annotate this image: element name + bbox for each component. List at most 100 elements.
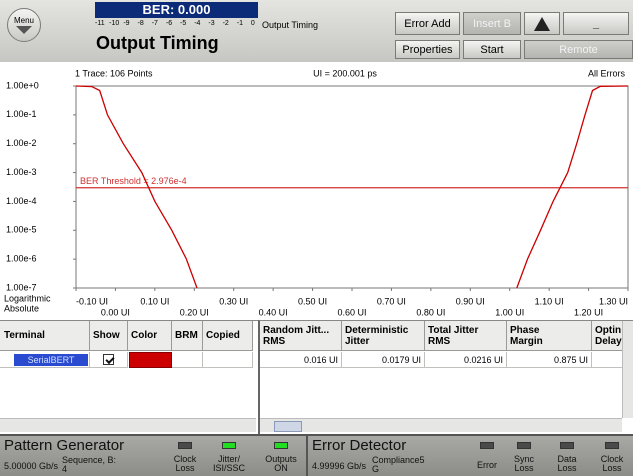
cell: 0.016 UI [260, 352, 342, 368]
ber-scale-label: -5 [180, 20, 187, 27]
ber-scale-label: -11 [95, 20, 105, 27]
chart-header: UI = 200.001 ps [313, 68, 377, 78]
scale-label: Absolute [4, 303, 39, 313]
cell: 0.0179 UI [342, 352, 425, 368]
h-scrollbar[interactable] [0, 418, 256, 432]
ber-scale: -11 -10 -9 -8 -7 -6 -5 -4 -3 -2 -1 0 [95, 20, 258, 30]
status-led-label: Clock Loss [588, 455, 633, 473]
label-line: Clock [600, 454, 624, 464]
column-header: Optin Delay [592, 321, 624, 351]
button[interactable]: Properties [395, 40, 460, 59]
button[interactable]: Start [463, 40, 521, 59]
status-pattern: 4 [62, 464, 68, 474]
x-tick-label: 0.30 UI [219, 296, 248, 306]
menu-arrow [16, 26, 32, 34]
color-swatch [129, 352, 172, 368]
check-mark [105, 354, 115, 365]
chart-header: All Errors [588, 68, 626, 78]
ber-scale-label: -10 [109, 20, 120, 27]
x-tick-label: 0.80 UI [416, 307, 445, 317]
x-tick-label: 1.10 UI [535, 296, 564, 306]
x-tick-label: 1.30 UI [599, 296, 628, 306]
threshold-label: BER Threshold = 2.976e-4 [80, 176, 187, 186]
cell [592, 352, 624, 368]
label-line: Loss [514, 463, 534, 473]
scroll-thumb[interactable] [274, 421, 302, 432]
terminal-table: Terminal Show Color BRM Copied SerialBERT [0, 320, 258, 436]
label-line: Outputs [265, 454, 297, 464]
button[interactable]: Error Add [395, 12, 460, 35]
status-led-label: Data Loss [543, 455, 591, 473]
status-pattern: Compliance5 [372, 455, 425, 465]
column-header: Terminal [0, 321, 90, 351]
y-tick-label: 1.00e-7 [6, 282, 37, 292]
column-header: Show [90, 321, 128, 351]
label-line: Loss [602, 463, 622, 473]
status-led [178, 442, 192, 449]
x-tick-label: 1.20 UI [574, 307, 603, 317]
ber-scale-label: -4 [194, 20, 201, 27]
status-led [274, 442, 288, 449]
y-tick-label: 1.00e-6 [6, 254, 37, 264]
show-checkbox[interactable] [103, 354, 115, 365]
status-rate: 5.00000 Gb/s [4, 461, 59, 471]
header-line: Delay [595, 335, 622, 347]
page-title: Output Timing [96, 33, 219, 53]
label-line: Data [557, 454, 577, 464]
label-line: Loss [175, 463, 195, 473]
button: Remote [524, 40, 633, 59]
x-tick-label: 0.20 UI [180, 307, 209, 317]
label-line: Sync [513, 454, 534, 464]
h-scrollbar[interactable] [260, 418, 622, 432]
column-header: Deterministic Jitter [342, 321, 425, 351]
ber-scale-label: -6 [165, 20, 173, 27]
x-tick-label: -0.10 UI [76, 296, 108, 306]
header-line: Total Jitter [428, 324, 479, 336]
status-bar: Pattern Generator 5.00000 Gb/s Sequence, B… [0, 434, 633, 476]
header-line: Margin [510, 335, 543, 347]
header-line: Deterministic [345, 324, 409, 336]
ber-scale-label: -9 [123, 20, 130, 27]
status-led [480, 442, 494, 449]
status-led [560, 442, 574, 449]
header-line: Jitter [345, 335, 370, 347]
menu-button[interactable]: Menu [7, 8, 41, 42]
header-line: RMS [428, 335, 451, 347]
scale-label: Logarithmic [4, 293, 51, 303]
ber-scale-label: -3 [208, 20, 215, 27]
header-line: RMS [263, 335, 286, 347]
cell: 0.875 UI [507, 352, 592, 368]
status-led-label: Clock Loss [161, 455, 209, 473]
label-line: Clock [173, 454, 197, 464]
cell: 0.0216 UI [425, 352, 507, 368]
status-rate: 4.99996 Gb/s [312, 461, 367, 471]
warning-icon [534, 16, 550, 31]
label-line: Jitter/ [217, 454, 240, 464]
status-led-label: Jitter/ISI/SSC [205, 455, 253, 473]
status-title: Error Detector [312, 437, 407, 454]
y-tick-label: 1.00e+0 [6, 80, 39, 90]
header-line: Optin [595, 324, 622, 336]
x-tick-label: 0.10 UI [140, 296, 169, 306]
v-scrollbar[interactable] [622, 321, 633, 418]
column-header: Phase Margin [507, 321, 592, 351]
label-line: Error [477, 460, 497, 470]
warning-button[interactable] [524, 12, 560, 35]
status-led [605, 442, 619, 449]
x-tick-label: 0.40 UI [259, 307, 288, 317]
button: Insert B [463, 12, 521, 35]
status-divider [306, 436, 308, 476]
status-led [222, 442, 236, 449]
x-tick-label: 0.50 UI [298, 296, 327, 306]
status-led [517, 442, 531, 449]
x-tick-label: 0.60 UI [337, 307, 366, 317]
header-line: Phase [510, 324, 540, 336]
ber-scale-label: -8 [137, 20, 144, 27]
minimize-button[interactable]: _ [563, 12, 629, 35]
label-line: ISI/SSC [212, 463, 245, 473]
cell [203, 352, 253, 368]
y-tick-label: 1.00e-1 [6, 109, 37, 119]
y-tick-label: 1.00e-5 [6, 225, 37, 235]
label-line: Loss [557, 463, 577, 473]
